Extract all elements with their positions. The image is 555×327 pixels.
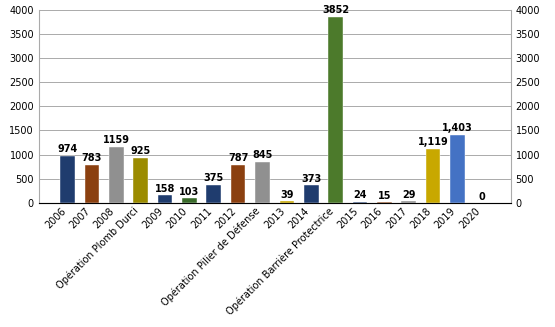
Text: 787: 787 bbox=[228, 153, 248, 163]
Bar bbox=[231, 165, 245, 203]
Text: 0: 0 bbox=[478, 192, 485, 201]
Bar bbox=[60, 156, 75, 203]
Bar bbox=[280, 201, 294, 203]
Bar bbox=[377, 202, 392, 203]
Text: 1159: 1159 bbox=[103, 135, 130, 145]
Text: 15: 15 bbox=[377, 191, 391, 201]
Text: 39: 39 bbox=[280, 190, 294, 200]
Text: 103: 103 bbox=[179, 187, 200, 197]
Text: 974: 974 bbox=[58, 144, 78, 154]
Text: 1,119: 1,119 bbox=[418, 137, 448, 147]
Bar bbox=[206, 185, 221, 203]
Text: 845: 845 bbox=[253, 150, 273, 160]
Text: 158: 158 bbox=[155, 184, 175, 194]
Text: 375: 375 bbox=[204, 173, 224, 183]
Bar bbox=[109, 147, 124, 203]
Bar bbox=[304, 185, 319, 203]
Bar bbox=[329, 17, 343, 203]
Bar bbox=[255, 162, 270, 203]
Bar bbox=[401, 201, 416, 203]
Text: 925: 925 bbox=[130, 146, 151, 156]
Bar bbox=[85, 165, 99, 203]
Text: 29: 29 bbox=[402, 190, 416, 200]
Bar bbox=[426, 149, 441, 203]
Text: 24: 24 bbox=[354, 190, 367, 200]
Bar bbox=[158, 195, 173, 203]
Bar bbox=[133, 158, 148, 203]
Bar bbox=[182, 198, 197, 203]
Text: 1,403: 1,403 bbox=[442, 123, 473, 133]
Bar bbox=[352, 201, 367, 203]
Text: 783: 783 bbox=[82, 153, 102, 163]
Text: 3852: 3852 bbox=[322, 5, 349, 15]
Text: 373: 373 bbox=[301, 174, 321, 183]
Bar bbox=[450, 135, 465, 203]
